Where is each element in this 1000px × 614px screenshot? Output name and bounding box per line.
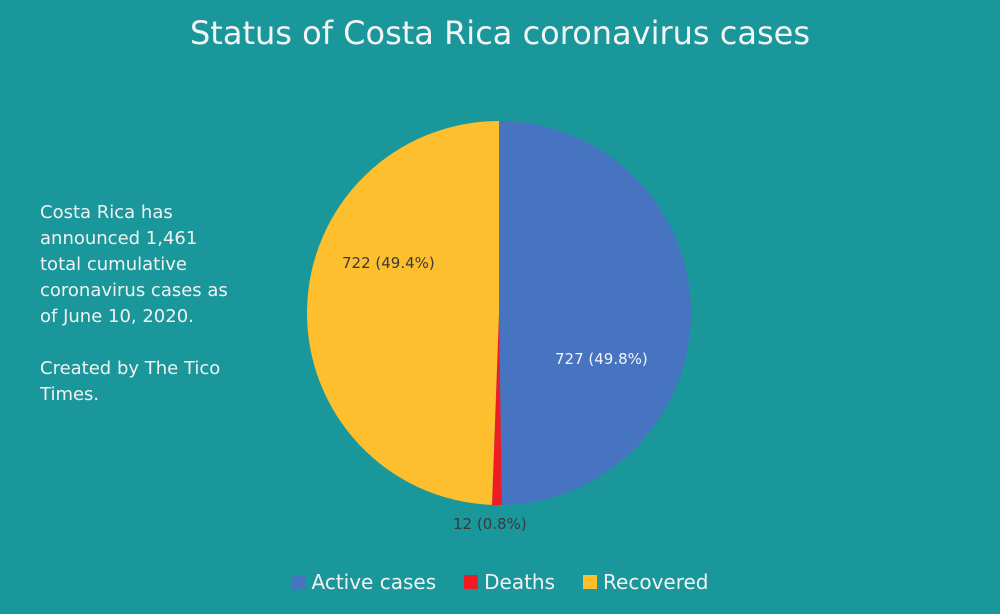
legend-label-recovered: Recovered	[603, 570, 709, 594]
note-credit: Created by The Tico Times.	[40, 358, 221, 405]
note-paragraph: Costa Rica has announced 1,461 total cum…	[40, 202, 228, 327]
slice-deaths	[491, 313, 502, 505]
slice-recovered	[306, 121, 499, 505]
annotation-note: Costa Rica has announced 1,461 total cum…	[40, 200, 240, 434]
deaths-swatch-icon	[464, 575, 479, 589]
chart-title: Status of Costa Rica coronavirus cases	[189, 14, 810, 52]
active-swatch-icon	[291, 575, 306, 589]
legend-item-active: Active cases	[291, 570, 437, 594]
legend-item-deaths: Deaths	[464, 570, 555, 594]
legend-item-recovered: Recovered	[583, 570, 709, 594]
recovered-swatch-icon	[583, 575, 598, 589]
label-deaths: 12 (0.8%)	[453, 515, 527, 533]
legend-label-deaths: Deaths	[484, 570, 556, 594]
label-recovered: 722 (49.4%)	[342, 254, 435, 272]
slice-active	[499, 121, 691, 505]
label-active: 727 (49.8%)	[555, 350, 648, 368]
legend: Active cases Deaths Recovered	[0, 570, 1000, 594]
legend-label-active: Active cases	[311, 570, 437, 594]
